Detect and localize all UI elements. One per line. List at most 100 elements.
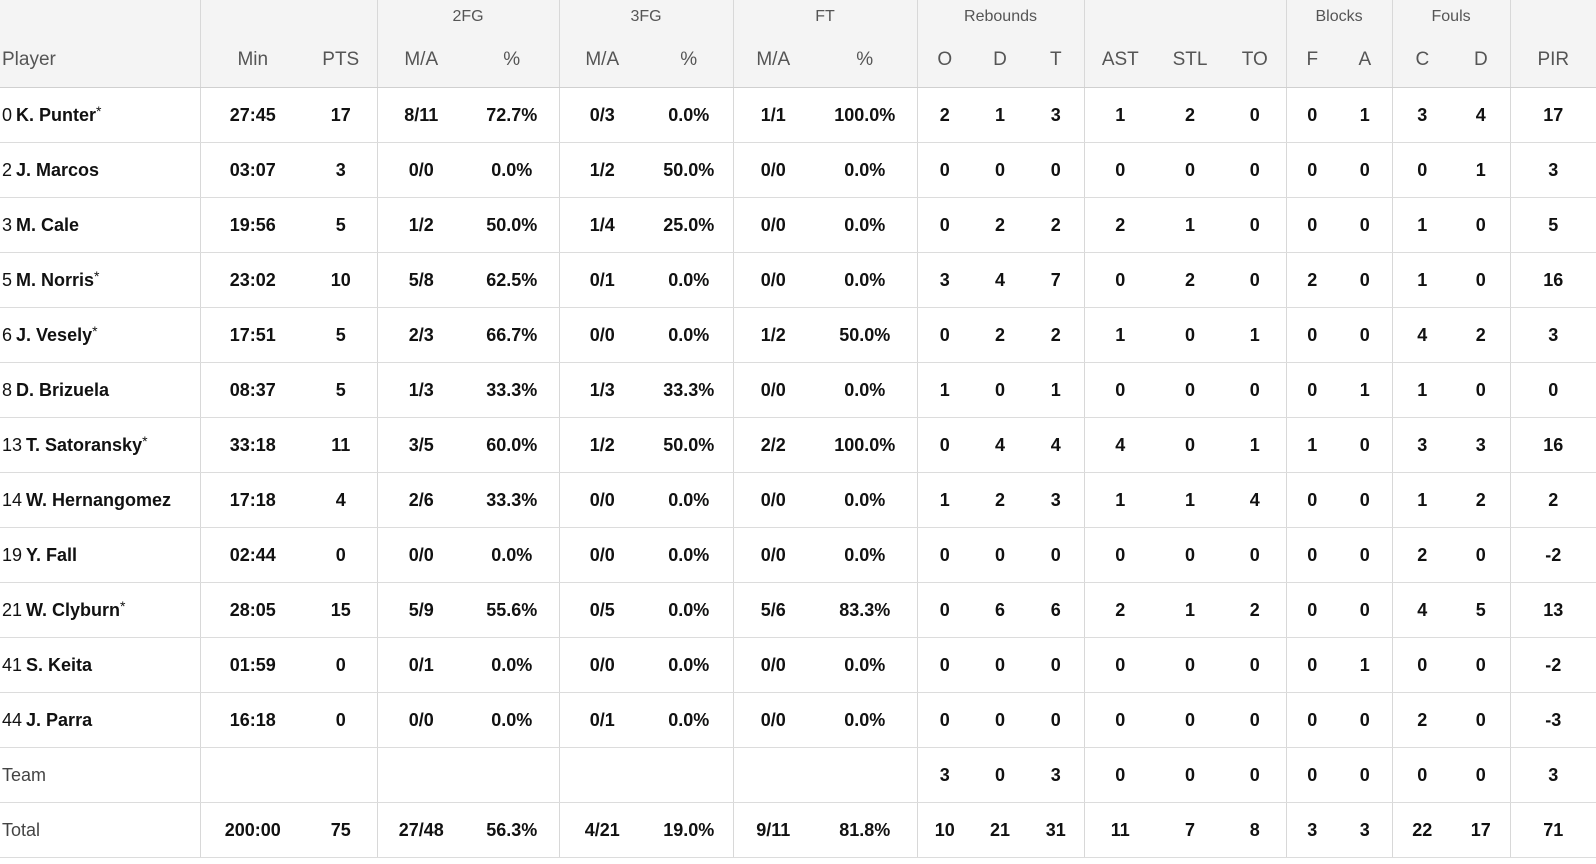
player-name-link[interactable]: W. Clyburn: [26, 599, 121, 620]
player-row[interactable]: 3 M. Cale 19:56 5 1/2 50.0% 1/4 25.0% 0/0 0.0% 0 2 2…: [0, 197, 1596, 253]
col-3fg-pct[interactable]: %: [645, 32, 733, 88]
player-row[interactable]: 5 M. Norris* 23:02 10 5/8 62.5% 0/1 0.0% 0/0 0.0%…: [0, 252, 1596, 308]
cell-pts: 4: [305, 472, 377, 528]
cell-blk-f: 0: [1285, 747, 1339, 803]
player-name-link[interactable]: M. Cale: [16, 214, 80, 235]
player-number: 6: [2, 324, 13, 345]
cell-ft-pct: 100.0%: [813, 417, 918, 473]
player-row[interactable]: 14 W. Hernangomez 17:18 4 2/6 33.3% 0/0 0.0% 0/0…: [0, 472, 1596, 528]
col-to[interactable]: TO: [1224, 32, 1287, 88]
cell-ast: 2: [1083, 197, 1157, 253]
cell-to: 0: [1224, 252, 1287, 308]
player-row[interactable]: 41 S. Keita 01:59 0 0/1 0.0% 0/0 0.0% 0/0 0.0% 0 0 0…: [0, 637, 1596, 693]
player-name-link[interactable]: D. Brizuela: [16, 379, 110, 400]
cell-to: 0: [1224, 637, 1287, 693]
cell-foul-d: 5: [1452, 582, 1511, 638]
col-min[interactable]: Min: [199, 32, 305, 88]
cell-3fg-pct: 50.0%: [645, 417, 733, 473]
player-row[interactable]: 0 K. Punter* 27:45 17 8/11 72.7% 0/3 0.0% 1/1 100…: [0, 87, 1596, 143]
cell-pir: -3: [1509, 692, 1596, 748]
player-row[interactable]: 2 J. Marcos 03:07 3 0/0 0.0% 1/2 50.0% 0/0 0.0% 0 0…: [0, 142, 1596, 198]
col-2fg-pct[interactable]: %: [465, 32, 559, 88]
col-reb-o[interactable]: O: [916, 32, 973, 88]
player-row[interactable]: 13 T. Satoransky* 33:18 11 3/5 60.0% 1/2 50.0% 2…: [0, 417, 1596, 473]
player-number: 5: [2, 269, 13, 290]
player-row[interactable]: 8 D. Brizuela 08:37 5 1/3 33.3% 1/3 33.3% 0/0 0.0…: [0, 362, 1596, 418]
cell-player: 21 W. Clyburn*: [0, 582, 200, 638]
player-name-link[interactable]: M. Norris: [16, 269, 95, 290]
col-3fg-ma[interactable]: M/A: [558, 32, 645, 88]
cell-ast: 4: [1083, 417, 1157, 473]
cell-3fg-pct: 33.3%: [645, 362, 733, 418]
cell-stl: 0: [1156, 527, 1225, 583]
player-name-link[interactable]: S. Keita: [26, 654, 93, 675]
cell-foul-d: 17: [1452, 802, 1511, 858]
col-foul-d[interactable]: D: [1452, 32, 1511, 88]
cell-2fg-pct: [465, 747, 559, 803]
cell-ft-ma: 0/0: [732, 637, 813, 693]
cell-pir: -2: [1509, 527, 1596, 583]
cell-reb-t: 2: [1028, 307, 1085, 363]
cell-stl: 0: [1156, 362, 1225, 418]
cell-ast: 11: [1083, 802, 1157, 858]
cell-blk-a: 0: [1338, 527, 1393, 583]
col-stl[interactable]: STL: [1156, 32, 1225, 88]
cell-foul-d: 3: [1452, 417, 1511, 473]
player-name-link[interactable]: W. Hernangomez: [26, 489, 172, 510]
cell-pir: 71: [1509, 802, 1596, 858]
player-name-link[interactable]: K. Punter: [16, 104, 97, 125]
player-row[interactable]: 21 W. Clyburn* 28:05 15 5/9 55.6% 0/5 0.0% 5/6 83…: [0, 582, 1596, 638]
player-name-link[interactable]: J. Marcos: [16, 159, 100, 180]
team-label: Team: [0, 747, 200, 803]
cell-to: 1: [1224, 307, 1287, 363]
cell-reb-t: 3: [1028, 87, 1085, 143]
cell-to: 2: [1224, 582, 1287, 638]
cell-reb-o: 0: [916, 527, 973, 583]
cell-to: 0: [1224, 87, 1287, 143]
player-name-link[interactable]: T. Satoransky: [26, 434, 143, 455]
col-reb-t[interactable]: T: [1028, 32, 1085, 88]
cell-min: 23:02: [199, 252, 305, 308]
cell-3fg-pct: 0.0%: [645, 582, 733, 638]
player-number: 14: [2, 489, 23, 510]
player-number: 19: [2, 544, 23, 565]
cell-pir: 0: [1509, 362, 1596, 418]
cell-player: 6 J. Vesely*: [0, 307, 200, 363]
cell-2fg-pct: 60.0%: [465, 417, 559, 473]
cell-foul-d: 0: [1452, 362, 1511, 418]
cell-3fg-ma: 0/3: [558, 87, 645, 143]
player-name-link[interactable]: J. Vesely: [16, 324, 93, 345]
cell-foul-d: 0: [1452, 197, 1511, 253]
cell-pts: 15: [305, 582, 377, 638]
cell-player: 2 J. Marcos: [0, 142, 200, 198]
group-fouls: Fouls: [1391, 0, 1511, 32]
cell-min: 03:07: [199, 142, 305, 198]
col-pir[interactable]: PIR: [1509, 32, 1596, 88]
col-ft-ma[interactable]: M/A: [732, 32, 813, 88]
player-row[interactable]: 19 Y. Fall 02:44 0 0/0 0.0% 0/0 0.0% 0/0 0.0% 0 0 0 0…: [0, 527, 1596, 583]
player-name-link[interactable]: Y. Fall: [26, 544, 78, 565]
player-row[interactable]: 44 J. Parra 16:18 0 0/0 0.0% 0/1 0.0% 0/0 0.0% 0 0 0…: [0, 692, 1596, 748]
col-pts[interactable]: PTS: [305, 32, 377, 88]
cell-player: 8 D. Brizuela: [0, 362, 200, 418]
player-row[interactable]: 6 J. Vesely* 17:51 5 2/3 66.7% 0/0 0.0% 1/2 50.0%…: [0, 307, 1596, 363]
col-reb-d[interactable]: D: [972, 32, 1029, 88]
cell-reb-d: 0: [972, 637, 1029, 693]
player-name-link[interactable]: J. Parra: [26, 709, 93, 730]
cell-3fg-ma: 4/21: [558, 802, 645, 858]
col-2fg-ma[interactable]: M/A: [376, 32, 465, 88]
cell-2fg-pct: 50.0%: [465, 197, 559, 253]
col-ast[interactable]: AST: [1083, 32, 1157, 88]
cell-2fg-ma: 0/0: [376, 692, 465, 748]
cell-ast: 0: [1083, 637, 1157, 693]
cell-reb-t: 0: [1028, 637, 1085, 693]
cell-2fg-pct: 0.0%: [465, 692, 559, 748]
col-foul-c[interactable]: C: [1391, 32, 1453, 88]
cell-2fg-pct: 72.7%: [465, 87, 559, 143]
col-blk-f[interactable]: F: [1285, 32, 1339, 88]
col-player[interactable]: Player: [0, 32, 200, 88]
cell-2fg-ma: [376, 747, 465, 803]
col-blk-a[interactable]: A: [1338, 32, 1393, 88]
col-ft-pct[interactable]: %: [813, 32, 918, 88]
cell-ft-pct: 0.0%: [813, 637, 918, 693]
